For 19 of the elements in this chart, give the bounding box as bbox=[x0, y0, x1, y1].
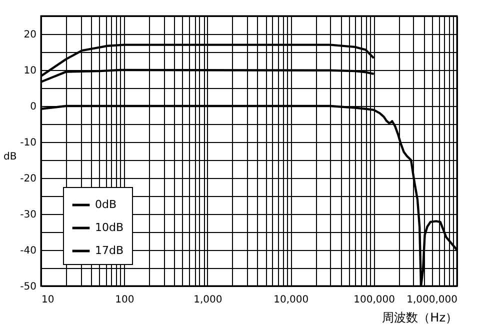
y-tick-label: -50 bbox=[20, 282, 36, 292]
x-tick-label: 10,000 bbox=[274, 294, 309, 306]
y-tick-label: 20 bbox=[24, 30, 36, 40]
x-tick-label: 1,000 bbox=[194, 294, 222, 306]
y-tick-label: -20 bbox=[20, 174, 36, 184]
y-tick-label: 0 bbox=[30, 102, 36, 112]
legend-label: 17dB bbox=[95, 244, 124, 257]
x-axis-title: 周波数（Hz） bbox=[382, 310, 458, 324]
y-axis-title: dB bbox=[4, 152, 17, 162]
y-tick-label: -40 bbox=[20, 246, 36, 256]
y-tick-label: -10 bbox=[20, 138, 36, 148]
x-tick-label: 100 bbox=[115, 294, 134, 306]
x-tick-label: 100,000 bbox=[354, 294, 395, 306]
y-tick-label: -30 bbox=[20, 210, 36, 220]
legend-label: 0dB bbox=[95, 198, 117, 211]
x-tick-label: 1,000,000 bbox=[406, 294, 458, 306]
y-tick-label: 10 bbox=[24, 66, 36, 76]
legend-label: 10dB bbox=[95, 221, 124, 234]
x-tick-label: 10 bbox=[42, 294, 54, 306]
